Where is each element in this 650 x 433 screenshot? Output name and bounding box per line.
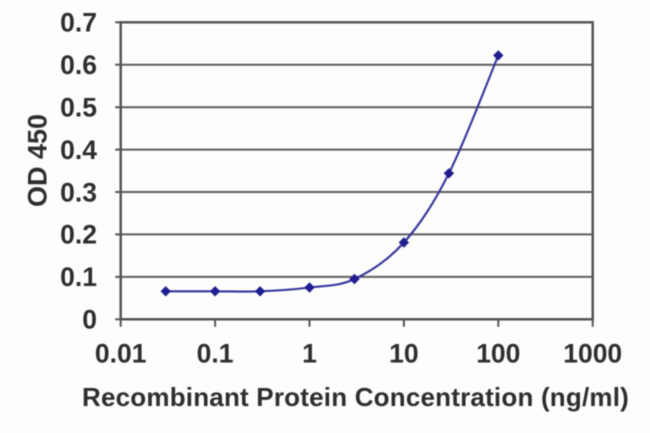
svg-text:0.3: 0.3 <box>60 177 97 207</box>
svg-text:0.4: 0.4 <box>60 135 97 165</box>
svg-text:0.1: 0.1 <box>60 262 97 292</box>
svg-text:OD 450: OD 450 <box>23 114 53 207</box>
svg-text:100: 100 <box>476 339 520 369</box>
svg-text:0.2: 0.2 <box>60 220 97 250</box>
svg-text:0: 0 <box>82 305 97 335</box>
svg-text:10: 10 <box>389 339 418 369</box>
svg-text:1: 1 <box>302 339 317 369</box>
svg-text:0.5: 0.5 <box>60 93 97 123</box>
svg-text:0.6: 0.6 <box>60 50 97 80</box>
svg-text:1000: 1000 <box>563 339 622 369</box>
svg-text:0.7: 0.7 <box>60 8 97 38</box>
svg-text:Recombinant Protein Concentrat: Recombinant Protein Concentration (ng/ml… <box>82 382 629 412</box>
svg-text:0.01: 0.01 <box>95 339 147 369</box>
svg-text:0.1: 0.1 <box>197 339 234 369</box>
